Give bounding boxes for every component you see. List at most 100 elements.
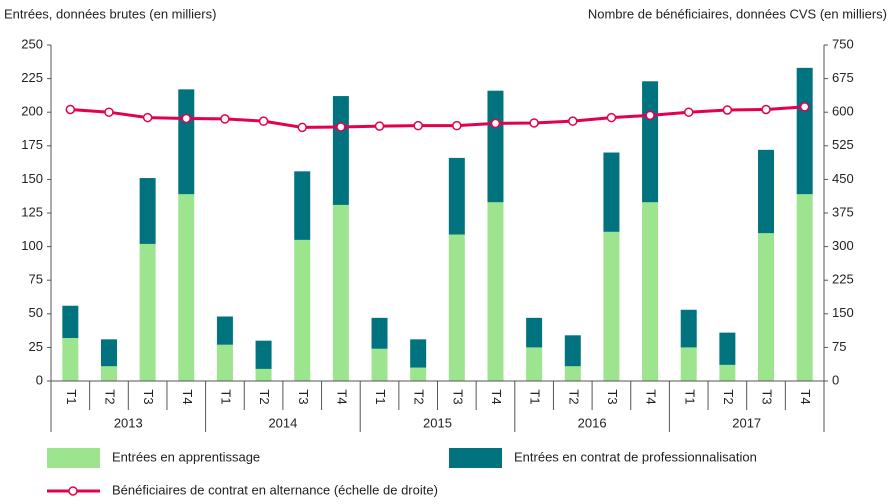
- line-marker: [65, 104, 76, 115]
- line: [70, 105, 805, 129]
- x-tick-label: T3: [450, 389, 465, 404]
- y-tick-label: 125: [21, 204, 43, 219]
- y2-tick-label: 75: [832, 339, 846, 354]
- line-marker: [104, 107, 114, 117]
- bar: [178, 89, 195, 195]
- y2-tick-label: 225: [832, 272, 854, 287]
- line-marker: [297, 122, 307, 133]
- bar: [178, 194, 195, 381]
- y2-tick-label: 675: [832, 70, 854, 85]
- y-tick-label: 25: [29, 339, 43, 354]
- y-axis-label: Entrées, données brutes (en milliers): [4, 6, 216, 21]
- y-tick-label: 150: [21, 171, 43, 186]
- y-tick-label: 225: [21, 70, 43, 85]
- y2-tick-label: 525: [832, 137, 854, 152]
- line-marker: [336, 122, 346, 132]
- x-tick-label: T4: [180, 389, 195, 404]
- y2-tick-label: 0: [832, 372, 839, 387]
- line-marker: [683, 107, 694, 117]
- x-tick-label: T2: [412, 389, 427, 404]
- legend-label: Entrées en apprentissage: [112, 449, 260, 464]
- y-tick-label: 175: [21, 137, 43, 152]
- group-label: 2014: [268, 415, 297, 430]
- y-tick-label: 250: [21, 36, 43, 51]
- y-tick-label: 100: [21, 238, 43, 253]
- y2-axis-label: Nombre de bénéficiaires, données CVS (en…: [588, 6, 887, 21]
- bar: [294, 171, 311, 240]
- x-tick-label: T4: [798, 389, 813, 404]
- line-marker: [142, 112, 153, 123]
- y-tick-label: 75: [29, 272, 43, 287]
- x-tick-label: T3: [760, 389, 775, 404]
- legend-label: Bénéficiaires de contrat en alternance (…: [112, 482, 438, 497]
- line-marker: [799, 102, 810, 112]
- line-marker: [220, 114, 230, 124]
- bar: [719, 332, 736, 365]
- x-tick-label: T1: [528, 389, 543, 404]
- bar: [448, 157, 465, 235]
- line-marker: [645, 110, 655, 121]
- line-marker: [722, 105, 733, 115]
- line-marker: [568, 116, 578, 126]
- bar: [526, 347, 543, 381]
- legend-swatch: [449, 448, 502, 468]
- bar: [564, 366, 581, 381]
- bar: [139, 243, 156, 381]
- bar: [255, 340, 272, 369]
- bar: [526, 317, 543, 348]
- bar: [332, 204, 349, 381]
- bar: [680, 309, 697, 348]
- y2-tick-label: 375: [832, 204, 854, 219]
- bar: [719, 364, 736, 381]
- x-tick-label: T1: [218, 389, 233, 404]
- group-label: 2015: [423, 415, 452, 430]
- x-tick-label: T3: [605, 389, 620, 404]
- x-tick-label: T4: [334, 389, 349, 404]
- line-marker: [258, 116, 269, 126]
- y-tick-label: 0: [36, 372, 43, 387]
- group-label: 2013: [114, 415, 143, 430]
- x-tick-label: T2: [257, 389, 272, 404]
- bar: [564, 335, 581, 367]
- bar: [100, 366, 117, 381]
- y2-tick-label: 150: [832, 305, 854, 320]
- line-marker: [181, 113, 192, 124]
- group-label: 2017: [732, 415, 761, 430]
- bar: [294, 239, 311, 381]
- bar: [487, 202, 504, 381]
- legend-label: Entrées en contrat de professionnalisati…: [514, 449, 757, 464]
- bar: [371, 317, 388, 349]
- line-marker: [529, 118, 539, 128]
- bar: [796, 67, 813, 195]
- bar: [603, 231, 620, 381]
- legend-swatch: [47, 448, 100, 468]
- bar: [216, 316, 233, 345]
- y-tick-label: 50: [29, 305, 43, 320]
- x-tick-label: T2: [103, 389, 118, 404]
- y-tick-label: 200: [21, 104, 43, 119]
- bar: [680, 347, 697, 381]
- x-tick-label: T2: [566, 389, 581, 404]
- y2-tick-label: 600: [832, 104, 854, 119]
- line-marker: [490, 118, 501, 129]
- bar: [100, 339, 117, 367]
- bar: [448, 234, 465, 381]
- x-tick-label: T2: [721, 389, 736, 404]
- bar: [603, 152, 620, 232]
- bar: [642, 81, 659, 203]
- x-tick-label: T1: [64, 389, 79, 404]
- bar: [758, 149, 775, 234]
- x-tick-label: T4: [489, 389, 504, 404]
- bar: [139, 178, 156, 244]
- bar: [62, 337, 79, 381]
- y2-tick-label: 450: [832, 171, 854, 186]
- bar: [642, 202, 659, 381]
- y2-tick-label: 750: [832, 36, 854, 51]
- bar: [216, 344, 233, 381]
- legend-marker: [68, 486, 78, 496]
- line-marker: [452, 120, 462, 131]
- group-label: 2016: [578, 415, 607, 430]
- bar: [371, 348, 388, 381]
